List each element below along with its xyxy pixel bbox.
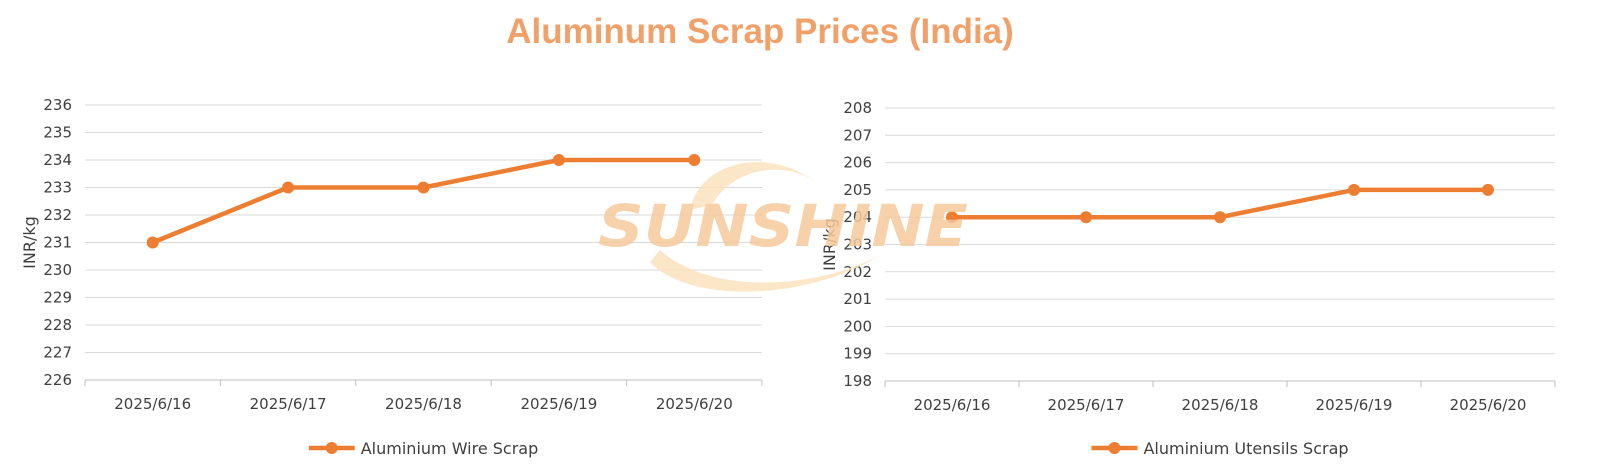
y-tick-label: 232 [43,206,72,224]
data-point [1214,211,1226,224]
x-tick-label: 2025/6/17 [1048,396,1125,414]
data-point [282,181,295,194]
y-tick-label: 200 [843,317,872,335]
data-point [946,211,958,224]
y-axis-title: INR/kg [20,216,39,269]
legend-label: Aluminium Wire Scrap [361,439,539,458]
data-point [1482,183,1494,196]
legend-marker [1108,442,1121,454]
y-tick-label: 230 [43,261,72,279]
x-tick-label: 2025/6/19 [520,395,597,413]
page-title: Aluminum Scrap Prices (India) [506,12,1014,51]
data-point [417,181,430,194]
legend-label: Aluminium Utensils Scrap [1143,439,1348,458]
y-tick-label: 207 [843,126,872,144]
watermark-logo: SUNSHINE [598,162,968,292]
x-tick-label: 2025/6/17 [250,395,327,413]
y-tick-label: 231 [43,234,72,252]
y-tick-label: 205 [843,181,872,199]
data-point [1348,183,1360,196]
x-tick-label: 2025/6/20 [1450,396,1527,414]
data-point [146,236,159,249]
y-tick-label: 228 [43,316,72,334]
data-point [688,154,701,166]
y-tick-label: 198 [843,372,872,390]
y-tick-label: 202 [843,263,872,281]
y-tick-label: 226 [43,371,72,389]
chart-utensils-scrap: 198 199 200 201 202 203 204 205 206 207 208 2025/6/… [820,99,1556,458]
y-tick-label: 208 [843,99,872,117]
watermark-swoosh-top [690,162,820,210]
x-tick-label: 2025/6/18 [1182,396,1259,414]
y-tick-label: 236 [43,96,72,114]
y-tick-label: 229 [43,289,72,307]
data-point [552,154,565,166]
y-tick-label: 201 [843,290,872,308]
chart-wire-scrap: 226 227 228 229 230 231 232 233 234 235 236 2025/6/… [20,96,763,458]
y-tick-label: 206 [843,154,872,172]
watermark-swoosh-bottom [650,250,880,292]
y-tick-label: 235 [43,124,72,142]
x-tick-label: 2025/6/18 [385,395,462,413]
y-tick-label: 227 [43,344,72,362]
y-tick-label: 234 [43,151,72,169]
x-tick-label: 2025/6/16 [914,396,991,414]
watermark-text: SUNSHINE [598,192,968,260]
x-tick-label: 2025/6/20 [656,395,733,413]
y-axis-title: INR/kg [820,218,839,271]
x-tick-label: 2025/6/19 [1316,396,1393,414]
data-point [1080,211,1092,224]
y-tick-label: 199 [843,345,872,363]
y-tick-label: 204 [843,208,872,226]
y-tick-label: 233 [43,179,72,197]
legend-marker [325,442,338,454]
x-tick-label: 2025/6/16 [114,395,191,413]
y-tick-label: 203 [843,236,872,254]
